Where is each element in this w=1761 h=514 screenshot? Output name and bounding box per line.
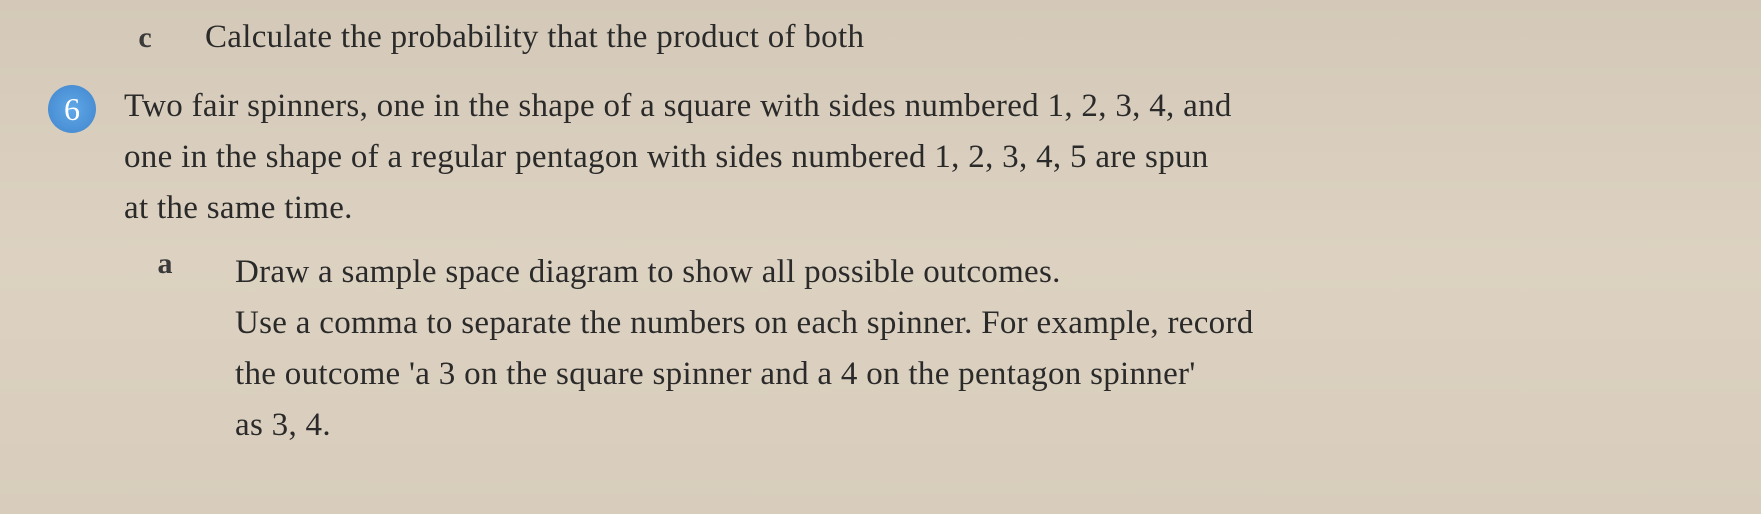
- part-a-body: Draw a sample space diagram to show all …: [235, 247, 1731, 452]
- part-c-text: Calculate the probability that the produ…: [205, 12, 864, 63]
- part-c-label: c: [115, 21, 175, 55]
- question-6-line2: one in the shape of a regular pentagon w…: [124, 132, 1731, 183]
- question-6-row: 6 Two fair spinners, one in the shape of…: [40, 81, 1731, 234]
- part-a-line4: as 3, 4.: [235, 400, 1731, 451]
- part-a-label: a: [140, 247, 190, 281]
- part-a-line2: Use a comma to separate the numbers on e…: [235, 298, 1731, 349]
- part-c-row: c Calculate the probability that the pro…: [40, 12, 1731, 63]
- textbook-page: c Calculate the probability that the pro…: [0, 0, 1761, 471]
- part-a-row: a Draw a sample space diagram to show al…: [40, 247, 1731, 452]
- question-6-body: Two fair spinners, one in the shape of a…: [124, 81, 1731, 234]
- question-number-badge: 6: [48, 85, 96, 133]
- part-a-line1: Draw a sample space diagram to show all …: [235, 247, 1731, 298]
- part-a-line3: the outcome 'a 3 on the square spinner a…: [235, 349, 1731, 400]
- question-6-line3: at the same time.: [124, 183, 1731, 234]
- question-6-line1: Two fair spinners, one in the shape of a…: [124, 81, 1731, 132]
